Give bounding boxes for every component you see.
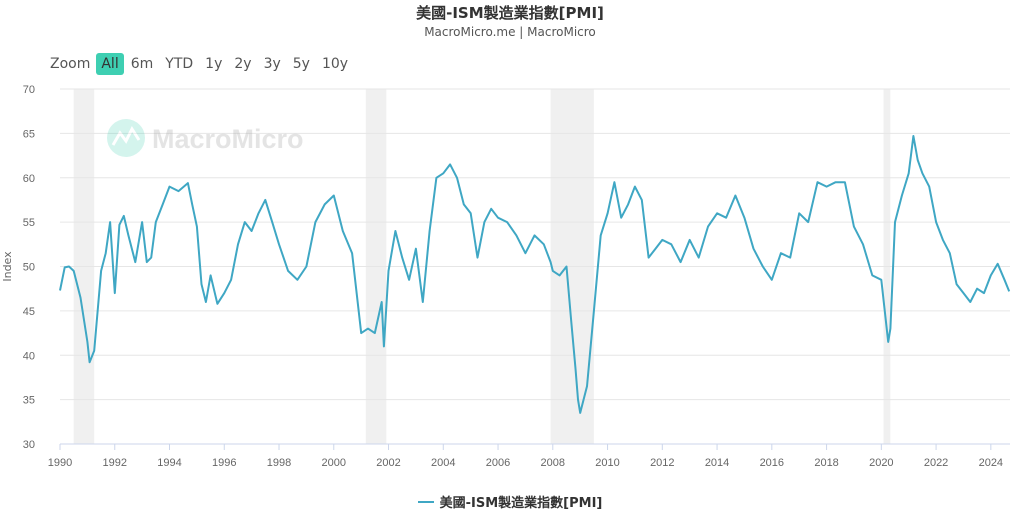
x-tick-label: 2010 bbox=[595, 457, 619, 469]
x-tick-label: 2014 bbox=[705, 457, 729, 469]
series-line bbox=[59, 135, 1011, 414]
series-layer bbox=[59, 135, 1011, 414]
x-tick-label: 2020 bbox=[869, 457, 893, 469]
watermark-logo-icon bbox=[107, 119, 145, 157]
x-tick-label: 2018 bbox=[814, 457, 838, 469]
zoom-5y-button[interactable]: 5y bbox=[292, 56, 310, 72]
x-tick-label: 2002 bbox=[376, 457, 400, 469]
y-tick-label: 55 bbox=[23, 217, 35, 229]
x-tick-label: 1994 bbox=[157, 457, 181, 469]
y-axis-label: Index bbox=[1, 251, 14, 282]
x-tick-label: 2008 bbox=[541, 457, 565, 469]
x-tick-label: 2016 bbox=[760, 457, 784, 469]
watermark-logo-mark bbox=[111, 125, 141, 146]
chart-subtitle: MacroMicro.me | MacroMicro bbox=[424, 25, 596, 39]
zoom-10y-button[interactable]: 10y bbox=[321, 56, 349, 72]
y-tick-label: 40 bbox=[23, 350, 35, 362]
grid-lines bbox=[60, 88, 1010, 401]
x-tick-label: 2012 bbox=[650, 457, 674, 469]
x-tick-label: 2000 bbox=[322, 457, 346, 469]
x-tick-label: 2006 bbox=[486, 457, 510, 469]
legend-label: 美國-ISM製造業指數[PMI] bbox=[439, 496, 603, 511]
legend[interactable]: 美國-ISM製造業指數[PMI] bbox=[0, 492, 1020, 511]
x-tick-label: 1998 bbox=[267, 457, 291, 469]
y-tick-label: 60 bbox=[23, 173, 35, 185]
x-tick-label: 1992 bbox=[103, 457, 127, 469]
x-tick-label: 2004 bbox=[431, 457, 455, 469]
y-tick-label: 50 bbox=[23, 262, 35, 274]
zoom-3y-button[interactable]: 3y bbox=[263, 56, 281, 72]
zoom-6m-button[interactable]: 6m bbox=[130, 56, 154, 72]
x-tick-label: 2024 bbox=[979, 457, 1003, 469]
watermark: MacroMicro bbox=[107, 119, 304, 157]
zoom-1y-button[interactable]: 1y bbox=[205, 56, 223, 72]
x-tick-label: 1990 bbox=[48, 457, 72, 469]
zoom-2y-button[interactable]: 2y bbox=[234, 56, 252, 72]
x-tick-label: 1996 bbox=[212, 457, 236, 469]
y-tick-label: 35 bbox=[23, 395, 35, 407]
x-tick-label: 2022 bbox=[924, 457, 948, 469]
legend-swatch bbox=[417, 500, 434, 503]
watermark-text: MacroMicro bbox=[152, 124, 304, 154]
zoom-ytd-button[interactable]: YTD bbox=[165, 56, 194, 72]
zoom-label: Zoom bbox=[50, 56, 91, 72]
axes: 30 35 40 45 50 55 60 65 70 1990 1992 1994 1996 1998 20… bbox=[23, 84, 1010, 469]
chart-title: 美國-ISM製造業指數[PMI] bbox=[416, 4, 604, 22]
y-tick-label: 30 bbox=[23, 439, 35, 451]
zoom-all-button[interactable]: All bbox=[96, 53, 124, 75]
zoom-controls: Zoom All 6m YTD 1y 2y 3y 5y 10y bbox=[50, 53, 355, 75]
y-tick-label: 45 bbox=[23, 306, 35, 318]
y-tick-label: 70 bbox=[23, 84, 35, 96]
y-tick-label: 65 bbox=[23, 128, 35, 140]
